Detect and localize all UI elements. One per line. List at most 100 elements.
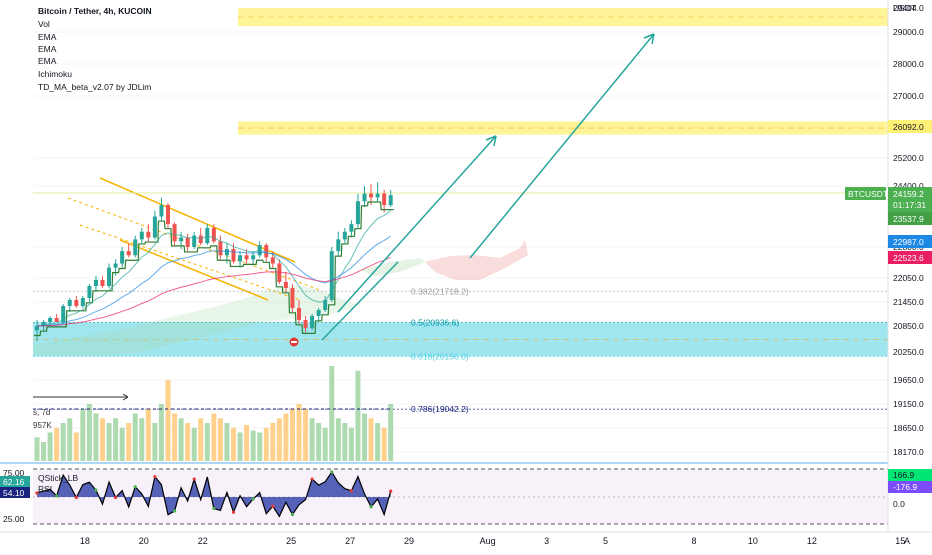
price-tick-label: 20850.0 [893, 321, 924, 331]
oscillator-axis: 75.00 62.16 54.10 25.00 QStick_LB RSI 16… [0, 468, 932, 524]
svg-text:166.9: 166.9 [893, 470, 915, 480]
volume-bar [322, 427, 328, 461]
osc-dot [389, 489, 393, 493]
candle-body [303, 320, 308, 329]
osc-value1-badge [0, 476, 30, 487]
volume-bar [368, 418, 374, 461]
fib-label: 0.5(20936.6) [411, 318, 459, 328]
candle-body [41, 322, 46, 326]
oscillator-pane [33, 468, 888, 525]
horizontal-zones [33, 8, 888, 357]
price-tick-label: 18170.0 [893, 447, 924, 457]
candle-body [316, 310, 321, 316]
osc-dot [212, 506, 216, 511]
volume-bar [152, 423, 158, 461]
projection-arrow-short [337, 135, 497, 313]
candle-body [388, 195, 393, 206]
candle-body [211, 227, 216, 242]
candle-body [369, 193, 374, 198]
volume-bar [211, 413, 217, 461]
candle-body [382, 193, 387, 206]
osc-dot [310, 477, 314, 481]
price-tick-label: 28000.0 [893, 59, 924, 69]
osc-dot [153, 475, 157, 479]
osc-dot [349, 489, 353, 493]
price-tick-label: 27000.0 [893, 91, 924, 101]
candle-body [120, 251, 125, 264]
price-tick-label: 18650.0 [893, 423, 924, 433]
symbol-badge [845, 187, 886, 200]
channel-line-mid2 [79, 224, 301, 301]
candle-body [336, 239, 341, 252]
candle-body [355, 201, 360, 225]
osc-name: QStick_LB [38, 473, 78, 483]
time-label: 12 [807, 536, 817, 546]
time-label: 29 [404, 536, 414, 546]
volume-bar [316, 423, 322, 461]
candle-body [152, 216, 157, 238]
candle-body [146, 231, 151, 238]
price-tick-label: 20250.0 [893, 347, 924, 357]
volume-bar [329, 366, 335, 461]
volume-bar [198, 418, 204, 461]
osc-dot [192, 477, 196, 481]
time-label: 15 [895, 536, 905, 546]
fib-label: 0.618(20156.0) [411, 351, 469, 361]
svg-text:-176.9: -176.9 [893, 482, 917, 492]
time-axis[interactable]: 18 20 22 25 27 29 Aug 3 5 8 10 12 15 A [0, 531, 932, 546]
candle-body [290, 288, 295, 308]
svg-text:BTCUSDT: BTCUSDT [848, 189, 888, 199]
osc-right-value1 [888, 469, 932, 481]
volume-bar [165, 380, 171, 461]
osc-value2-badge [0, 487, 30, 498]
candle-body [349, 224, 354, 232]
volume-bar [67, 418, 73, 461]
volume-bar [257, 432, 263, 461]
volume-bar [355, 370, 361, 461]
volume-bar [375, 423, 381, 461]
candle-body [113, 263, 118, 268]
candle-body [93, 280, 98, 286]
time-label: 8 [691, 536, 696, 546]
osc-dot [74, 495, 78, 500]
candle-body [264, 245, 269, 258]
osc-rsi-label: RSI [38, 484, 52, 494]
time-label: 25 [286, 536, 296, 546]
volume-bar [158, 404, 164, 461]
price-axis[interactable]: USDT 29000.0 28000.0 27000.0 25200.0 24400.0… [887, 0, 924, 532]
candle-body [74, 300, 79, 306]
zone-level-badge [888, 120, 932, 133]
time-label: 10 [748, 536, 758, 546]
candle-body [100, 280, 105, 286]
volume-bar [276, 418, 282, 461]
volume-bar [126, 423, 132, 461]
volume-period-label: s, 7d [33, 408, 50, 417]
volume-bar [139, 418, 145, 461]
symbol-title: Bitcoin / Tether, 4h, KUCOIN [38, 6, 152, 16]
candle-body [61, 306, 66, 322]
projection-arrowhead-short [485, 135, 497, 147]
osc-dot [290, 512, 295, 517]
indicator-tdma: TD_MA_beta_v2.07 by JDLim [38, 82, 151, 92]
ema1-badge [888, 212, 932, 225]
volume-bar [303, 408, 309, 461]
price-badges: 26092.0 BTCUSDT 24159.2 01:17:31 23537.9… [845, 120, 932, 264]
channel-line-upper [99, 177, 296, 263]
volume-bar [54, 427, 60, 461]
volume-bar [185, 423, 191, 461]
volume-bar [86, 404, 92, 461]
ichimoku-cloud-bear [33, 285, 360, 356]
osc-right-zero: 0.0 [893, 499, 905, 509]
candle-body [244, 255, 249, 260]
osc-right-value2 [888, 481, 932, 493]
candle-body [179, 237, 184, 242]
candle-body [159, 205, 164, 217]
osc-axis-25: 25.00 [3, 514, 25, 524]
volume-bar [41, 442, 47, 461]
candle-body [87, 286, 92, 298]
osc-dot [369, 505, 373, 509]
volume-bar [283, 413, 289, 461]
osc-dot [94, 488, 98, 492]
